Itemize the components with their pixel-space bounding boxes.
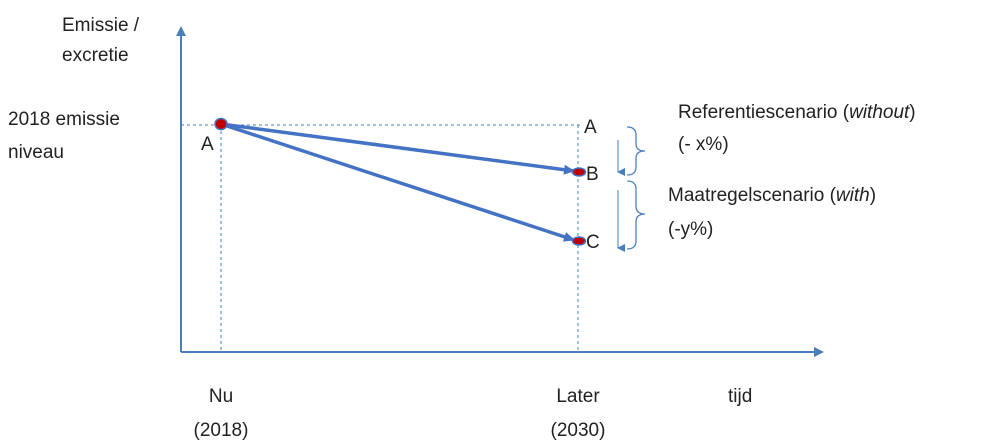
reference-scenario-title: Referentiescenario (without)	[678, 102, 916, 123]
reference-scenario-arrow	[220, 122, 575, 175]
x-label-later-line2: (2030)	[551, 420, 606, 441]
x-label-now-line1: Nu	[209, 386, 233, 407]
baseline-label-line1: 2018 emissie	[8, 109, 120, 130]
point-b-label: B	[586, 164, 599, 185]
measures-scenario-arrow	[220, 122, 575, 242]
reference-scenario-change: (- x%)	[678, 134, 729, 155]
x-label-now-line2: (2018)	[194, 420, 249, 441]
baseline-label-line2: niveau	[8, 142, 64, 163]
reference-scenario-brace	[626, 126, 646, 176]
point-a-start-label: A	[201, 134, 214, 155]
point-c	[571, 236, 587, 246]
x-label-later-line1: Later	[556, 386, 600, 407]
measures-scenario-title: Maatregelscenario (with)	[668, 185, 876, 206]
x-axis-label-time: tijd	[728, 386, 752, 407]
point-b	[571, 167, 587, 177]
y-axis-label-line2: excretie	[62, 45, 129, 66]
y-axis-label-line1: Emissie /	[62, 15, 140, 36]
point-a-start	[214, 117, 228, 131]
measures-scenario-brace	[626, 180, 646, 250]
point-a-later-label: A	[584, 117, 597, 138]
measures-scenario-change: (-y%)	[668, 219, 713, 240]
point-c-label: C	[586, 232, 600, 253]
